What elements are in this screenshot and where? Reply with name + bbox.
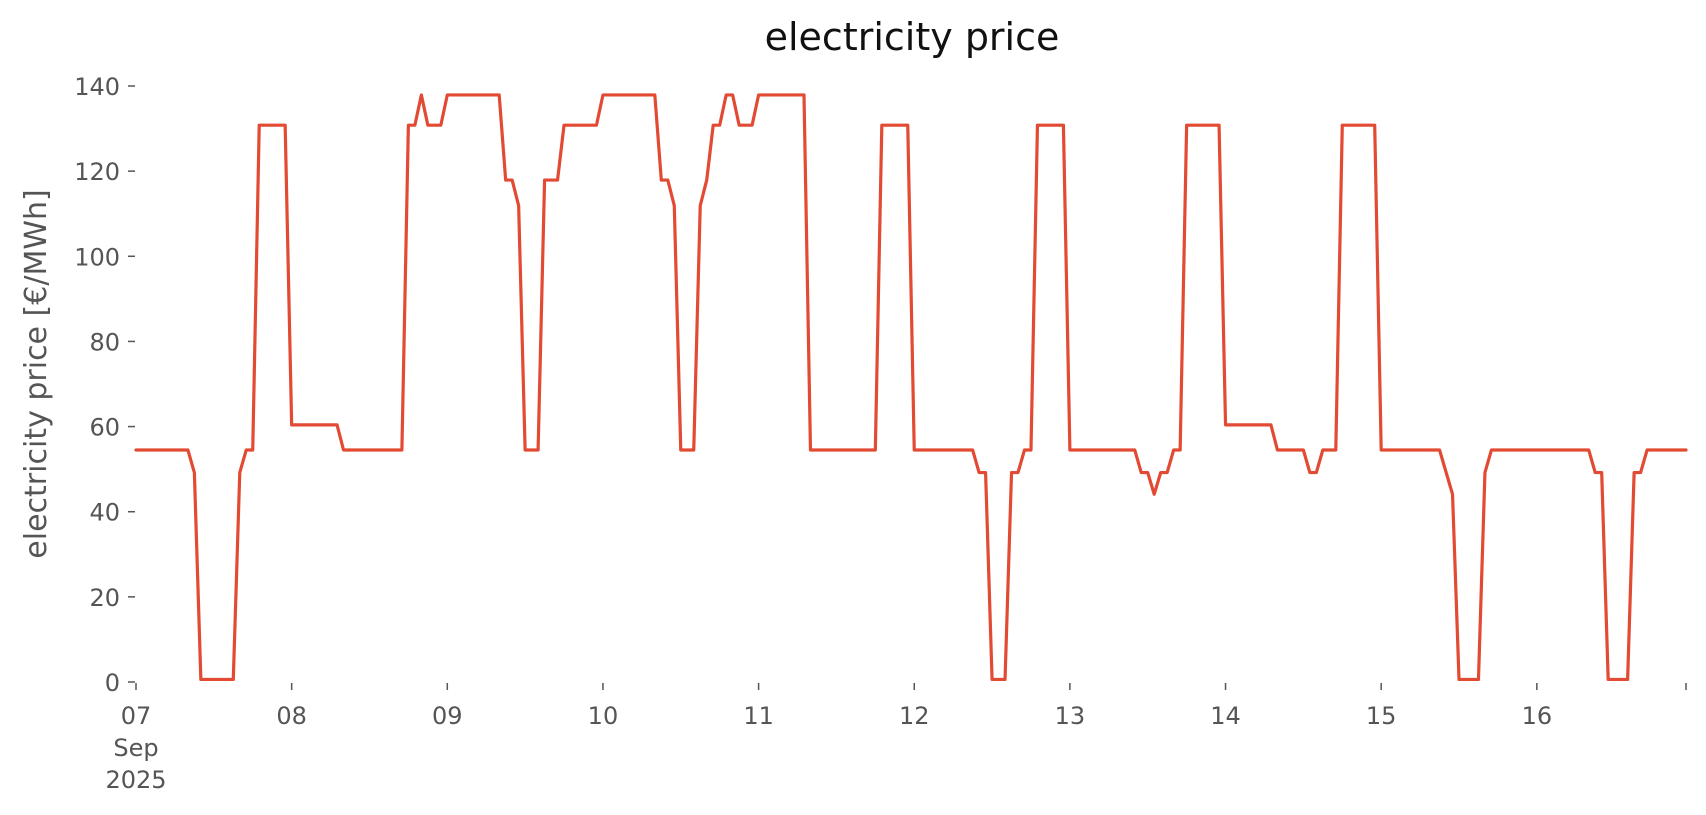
x-tick-label: 10 (588, 702, 619, 730)
chart-title: electricity price (765, 15, 1060, 59)
x-tick-label: 09 (432, 702, 463, 730)
y-axis-label: electricity price [€/MWh] (19, 189, 54, 558)
y-tick-label: 140 (74, 73, 120, 101)
x-tick-label: 11 (743, 702, 774, 730)
y-tick-label: 120 (74, 158, 120, 186)
x-tick-label: 16 (1522, 702, 1553, 730)
y-tick-label: 60 (89, 414, 120, 442)
series-layer (134, 93, 1688, 682)
series-line (134, 93, 1688, 682)
y-tick-label: 100 (74, 243, 120, 271)
y-tick-label: 40 (89, 499, 120, 527)
x-tick-label: 15 (1366, 702, 1397, 730)
y-tick-label: 20 (89, 584, 120, 612)
x-axis: 07 Sep 2025 08 09 10 11 12 13 14 15 16 (105, 683, 1687, 794)
x-tick-label: 13 (1055, 702, 1086, 730)
x-tick-label: 12 (899, 702, 930, 730)
y-tick-label: 0 (105, 669, 120, 697)
x-tick-label: 07 (121, 702, 152, 730)
y-tick-label: 80 (89, 328, 120, 356)
x-tick-label: Sep (113, 734, 158, 762)
x-tick-label: 2025 (105, 766, 166, 794)
x-tick-label: 14 (1210, 702, 1241, 730)
x-tick-label: 08 (276, 702, 307, 730)
y-axis: 0 20 40 60 80 100 120 140 (74, 73, 135, 697)
